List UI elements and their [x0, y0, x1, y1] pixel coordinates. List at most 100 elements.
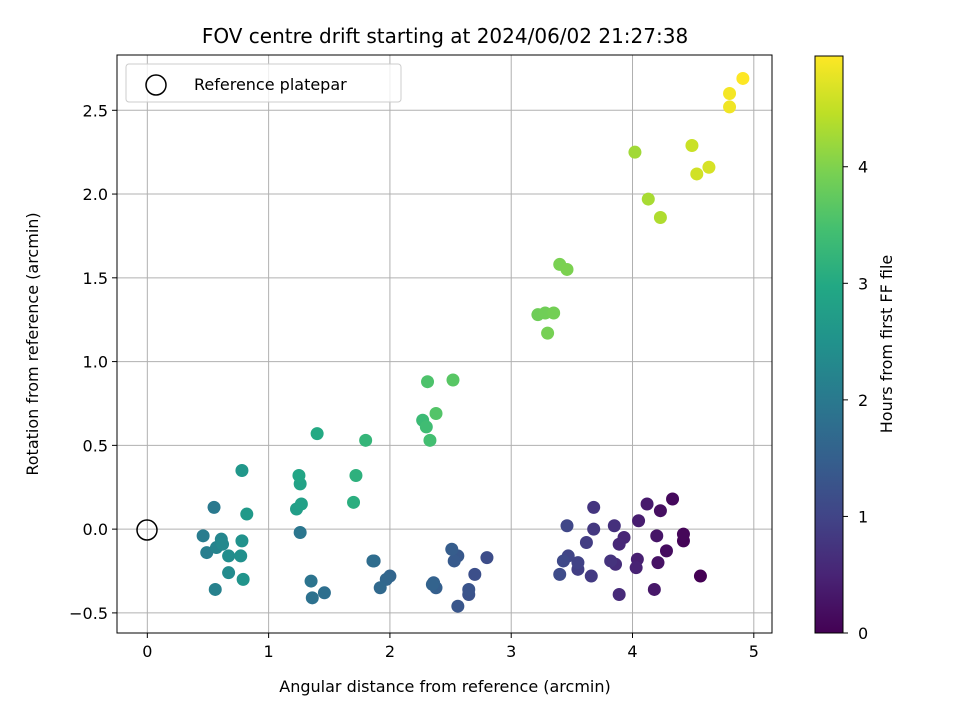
x-tick-label: 2 [385, 642, 395, 661]
scatter-point [690, 167, 704, 181]
x-tick-label: 3 [506, 642, 516, 661]
scatter-point [293, 525, 307, 539]
scatter-point [560, 519, 574, 533]
scatter-point [292, 469, 306, 483]
x-axis-label: Angular distance from reference (arcmin) [279, 677, 610, 696]
y-tick-label: 2.5 [83, 101, 108, 120]
scatter-point [222, 566, 236, 580]
scatter-point [560, 262, 574, 276]
colorbar-tick-label: 0 [858, 624, 868, 643]
scatter-point [347, 495, 361, 509]
legend-marker-icon [145, 74, 167, 96]
legend-box [125, 63, 402, 103]
scatter-point [547, 306, 561, 320]
y-tick-label: 1.5 [83, 269, 108, 288]
grid [117, 55, 772, 633]
scatter-point [628, 145, 642, 159]
y-tick-label: 1.0 [83, 353, 108, 372]
scatter-point [653, 211, 667, 225]
scatter-point [641, 192, 655, 206]
colorbar-label: Hours from first FF file [877, 255, 896, 434]
scatter-point [462, 582, 476, 596]
x-tick-label: 5 [749, 642, 759, 661]
scatter-point [366, 554, 380, 568]
scatter-point [446, 373, 460, 387]
colorbar-tick-label: 1 [858, 507, 868, 526]
scatter-point [451, 599, 465, 613]
scatter-point [607, 519, 621, 533]
scatter-point [612, 587, 626, 601]
legend: Reference platepar [125, 63, 402, 103]
scatter-point [587, 522, 601, 536]
y-tick-label: 0.0 [83, 520, 108, 539]
scatter-point [294, 497, 308, 511]
scatter-point [468, 567, 482, 581]
y-tick-label: −0.5 [69, 604, 108, 623]
scatter-point [647, 582, 661, 596]
x-tick-label: 1 [264, 642, 274, 661]
chart-title: FOV centre drift starting at 2024/06/02 … [202, 24, 688, 48]
scatter-point [235, 463, 249, 477]
scatter-point [653, 504, 667, 518]
scatter-point [196, 529, 210, 543]
y-axis: −0.5 0.0 0.5 1.0 1.5 2.0 2.5 [69, 101, 117, 623]
scatter-point [640, 497, 654, 511]
reference-marker [136, 519, 158, 541]
x-tick-label: 0 [142, 642, 152, 661]
scatter-point [310, 427, 324, 441]
scatter-point [429, 407, 443, 421]
plot-frame [116, 54, 773, 634]
scatter-point [349, 469, 363, 483]
colorbar-tick-label: 2 [858, 391, 868, 410]
scatter-point [587, 500, 601, 514]
scatter-point [571, 556, 585, 570]
scatter-point [236, 572, 250, 586]
scatter-point [216, 537, 230, 551]
x-tick-label: 4 [627, 642, 637, 661]
colorbar-tick-label: 3 [858, 274, 868, 293]
scatter-point [723, 87, 737, 101]
scatter-point [208, 582, 222, 596]
scatter-point [629, 561, 643, 575]
scatter-point [723, 100, 737, 114]
scatter-point [604, 554, 618, 568]
x-axis: 0 1 2 3 4 5 [142, 633, 759, 661]
legend-entry-reference: Reference platepar [194, 75, 347, 94]
scatter-point [240, 507, 254, 521]
scatter-point [579, 536, 593, 550]
scatter-point [425, 577, 439, 591]
scatter-point [612, 537, 626, 551]
y-tick-label: 2.0 [83, 185, 108, 204]
scatter-point [702, 160, 716, 174]
scatter-point [305, 591, 319, 605]
scatter-point [359, 433, 373, 447]
scatter-point [200, 546, 214, 560]
scatter-point [207, 500, 221, 514]
scatter-point [584, 569, 598, 583]
scatter-point [447, 554, 461, 568]
scatter-point [685, 138, 699, 152]
scatter-point [317, 586, 331, 600]
scatter-point [445, 542, 459, 556]
colorbar: 0 1 2 3 4 Hours from first FF file [814, 55, 896, 643]
scatter-point [632, 514, 646, 528]
scatter-point [480, 551, 494, 565]
scatter-point [373, 581, 387, 595]
colorbar-tick-label: 4 [858, 158, 868, 177]
scatter-point [541, 326, 555, 340]
scatter-point [235, 534, 249, 548]
scatter-point [234, 549, 248, 563]
scatter-point [693, 569, 707, 583]
y-axis-label: Rotation from reference (arcmin) [23, 212, 42, 475]
scatter-point [650, 529, 664, 543]
scatter-point [423, 433, 437, 447]
scatter-point [666, 492, 680, 506]
scatter-point [556, 554, 570, 568]
scatter-point [676, 527, 690, 541]
points-layer [196, 71, 750, 613]
scatter-point [421, 375, 435, 389]
scatter-point [659, 544, 673, 558]
scatter-point [736, 71, 750, 85]
scatter-point [651, 556, 665, 570]
